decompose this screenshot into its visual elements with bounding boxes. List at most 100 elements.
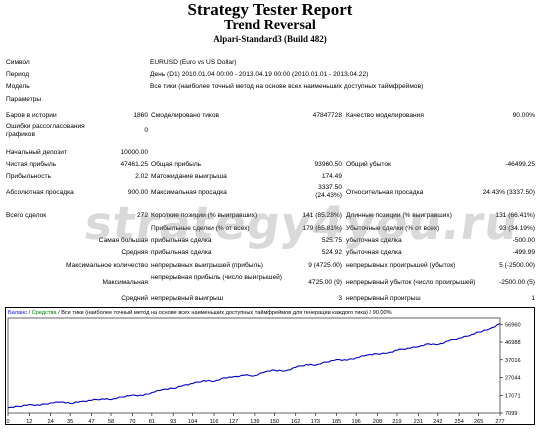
largest-loss-value: -500.00 [512,237,535,244]
max-count-label: Максимальное количество [66,262,148,269]
long-positions-label: Длинные позиции (% выигравших) [346,212,452,219]
net-profit-label: Чистая прибыль [6,161,57,168]
x-tick-label: 70 [129,419,135,424]
expected-payoff-value: 174.49 [321,173,342,180]
legend-separator: / [28,310,31,316]
max-consecutive-losses-label: непрерывных проигрышей (убыток) [346,262,456,269]
gross-loss-value: -46499.25 [505,161,535,168]
x-tick-label: 150 [270,419,279,424]
ticks-label: Смоделировано тиков [151,112,220,119]
x-tick-label: 185 [332,419,341,424]
average-profit-label: прибыльная сделка [151,249,212,256]
average-profit-value: 524.92 [321,249,342,256]
net-profit-value: 47461.25 [120,161,148,168]
largest-loss-label: убыточная сделка [346,237,402,244]
rel-drawdown-value: 24.43% (3337.50) [482,189,535,196]
profit-factor-value: 2.02 [135,173,148,180]
x-tick-label: 127 [229,419,238,424]
period-label: Период [6,71,30,78]
x-tick-label: 35 [67,419,73,424]
abs-drawdown-label: Абсолютная просадка [6,189,74,196]
report-title: Strategy Tester Report [187,0,353,19]
gross-loss-label: Общий убыток [346,161,391,168]
x-tick-label: 219 [392,419,401,424]
x-tick-label: 104 [188,419,197,424]
x-tick-label: 58 [108,419,114,424]
errors-label: Ошибки рассогласования графиков [6,123,85,138]
y-tick-label: 7099 [505,411,517,417]
y-tick-label: 17071 [505,393,521,399]
report-account: Alpari-Standard3 (Build 482) [213,34,327,44]
balance-chart-svg: 7099 17071 27044 37016 46988 56960 0 12 24 35 47 58… [6,317,521,424]
x-tick-label: 0 [6,419,9,424]
average-label: Средняя [121,249,148,256]
max-consecutive-profit-label: непрерывная прибыль (число выигрышей) [151,274,282,281]
x-tick-label: 265 [474,419,483,424]
max-consecutive-wins-value: 9 (4725.00) [308,262,342,269]
legend-separator: / [369,310,372,316]
average-consecutive-wins-value: 3 [338,295,342,302]
max-consecutive-profit-value: 4725.00 (9) [308,279,342,286]
average-consecutive-label: Средний [121,295,148,302]
y-tick-label: 56960 [505,322,521,328]
params-label: Параметры [6,96,42,103]
average-consecutive-losses-label: непрерывный проигрыш [346,295,421,302]
errors-value: 0 [144,127,148,134]
average-consecutive-losses-value: 1 [531,295,535,302]
bars-value: 1860 [133,112,148,119]
symbol-value: EURUSD (Euro vs US Dollar) [150,59,237,66]
model-label: Модель [6,83,30,90]
x-tick-label: 277 [495,419,504,424]
legend-equity: Средства [31,310,57,316]
largest-profit-value: 525.75 [321,237,342,244]
x-tick-label: 116 [210,419,219,424]
profit-factor-label: Прибыльность [6,173,51,180]
x-tick-label: 242 [433,419,442,424]
x-tick-label: 139 [250,419,259,424]
max-drawdown-label: Максимальная просадка [151,189,227,196]
max-consecutive-losses-value: 5 (-2500.00) [499,262,535,269]
gross-profit-value: 93960.50 [314,161,342,168]
abs-drawdown-value: 900.00 [127,189,148,196]
x-tick-label: 81 [149,419,155,424]
x-tick-label: 173 [311,419,320,424]
max-consecutive-loss-value: -2500.00 (5) [499,279,535,286]
symbol-label: Символ [6,59,30,66]
max-consecutive-loss-label: непрерывный убыток (число проигрышей) [346,279,476,286]
profit-trades-label: Прибыльные сделки (% от всех) [151,225,250,232]
gross-profit-label: Общая прибыль [151,161,202,168]
report-subtitle: Trend Reversal [224,18,316,33]
x-tick-label: 12 [26,419,32,424]
short-positions-label: Короткие позиции (% выигравших) [151,212,258,219]
loss-trades-label: Убыточные сделки (% от всех) [346,225,440,232]
max-consecutive-wins-label: непрерывных выигрышей (прибыль) [151,262,263,269]
average-loss-label: убыточная сделка [346,249,402,256]
x-tick-label: 24 [48,419,54,424]
deposit-label: Начальный депозит [6,149,67,156]
rel-drawdown-label: Относительная просадка [346,189,424,196]
bars-label: Баров в истории [6,112,57,119]
deposit-value: 10000.00 [120,149,148,156]
balance-line [7,322,501,409]
average-loss-value: -499.99 [512,249,535,256]
long-positions-value: 131 (66.41%) [495,212,535,219]
loss-trades-value: 93 (34.19%) [499,225,535,232]
largest-profit-label: прибыльная сделка [151,237,212,244]
max-drawdown-value: 3337.50 (24.43%) [315,184,342,199]
legend-balance: Баланс [8,310,28,316]
watermark: strategy4you.ru [81,196,523,250]
plot-frame [7,317,501,414]
legend-quality: 90.00% [372,310,392,316]
x-tick-label: 162 [291,419,300,424]
average-consecutive-wins-label: непрерывный выигрыш [151,295,224,302]
x-tick-label: 208 [373,419,382,424]
expected-payoff-label: Матожидание выигрыша [151,173,227,180]
y-tick-label: 46988 [505,340,521,346]
total-trades-label: Всего сделок [6,212,47,219]
legend-separator: / [58,310,60,316]
model-value: Все тики (наиболее точный метод на основ… [150,83,424,90]
short-positions-value: 141 (85.28%) [302,212,342,219]
ticks-value: 47847728 [312,112,342,119]
y-tick-label: 37016 [505,358,521,364]
y-tick-label: 27044 [505,376,521,382]
